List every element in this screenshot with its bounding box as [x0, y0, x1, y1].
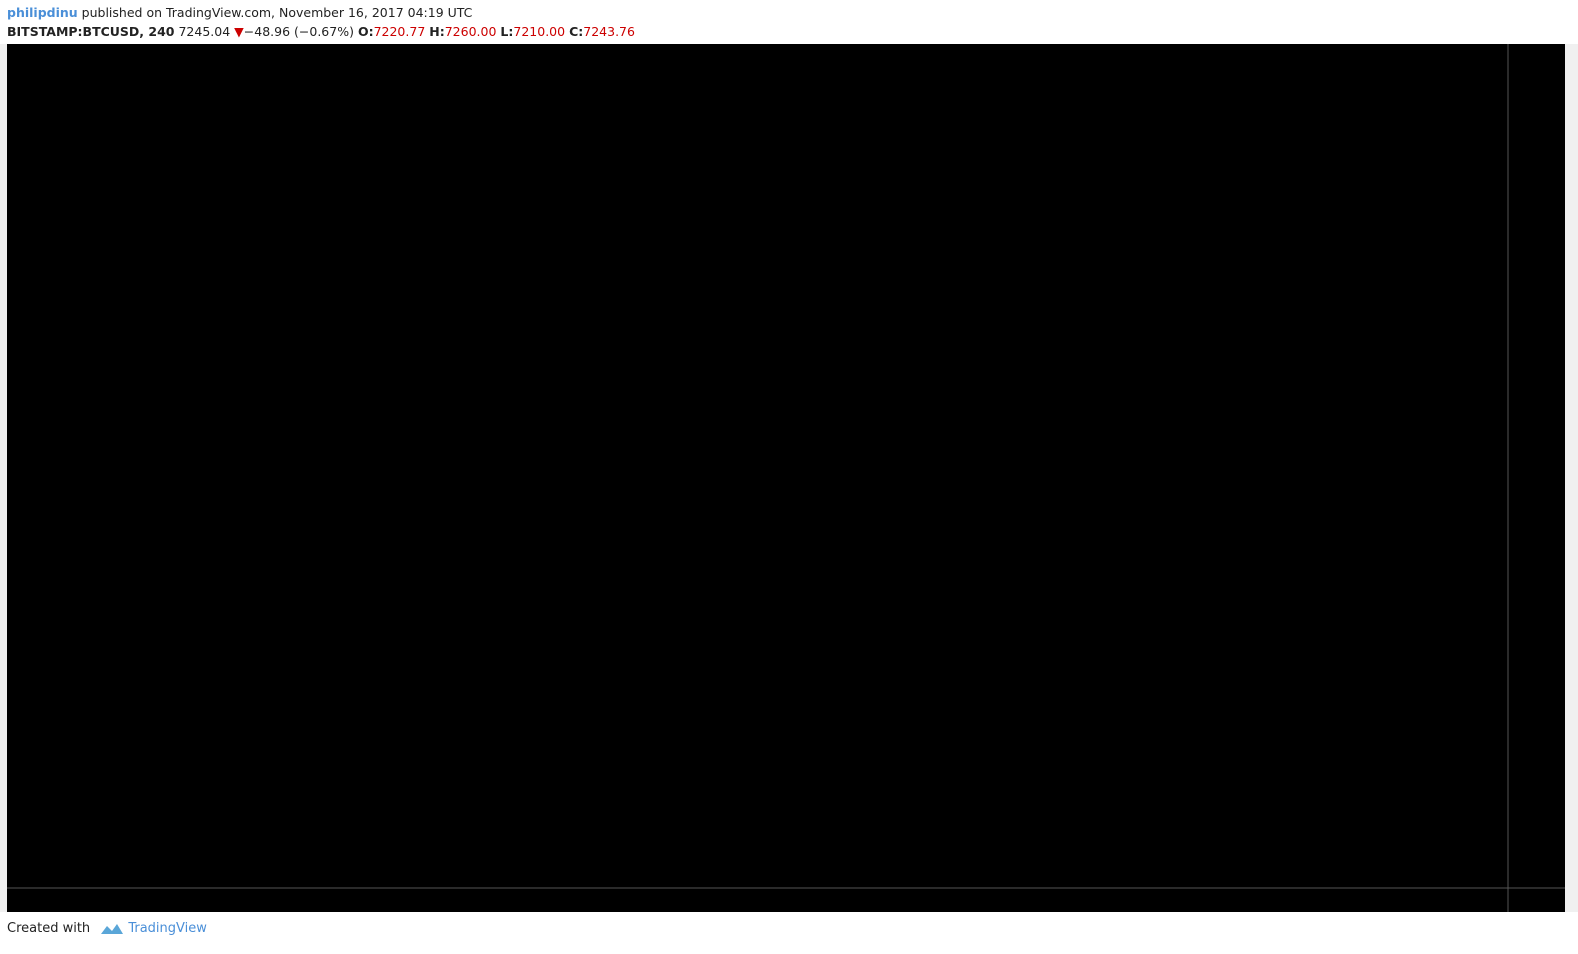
logo	[101, 923, 124, 934]
arrow: ▼	[234, 24, 244, 39]
published: published on TradingView.com, November 1…	[81, 5, 473, 20]
o-label: O:	[357, 24, 374, 39]
price: 7245.04	[178, 24, 231, 39]
high: 7260.00	[444, 24, 497, 39]
quote-line: BITSTAMP:BTCUSD, 240 7245.04 ▼−48.96 (−0…	[7, 22, 635, 41]
open: 7220.77	[373, 24, 426, 39]
publish-line: philipdinu published on TradingView.com,…	[7, 3, 635, 22]
author[interactable]: philipdinu	[7, 5, 78, 20]
l-label: L:	[500, 24, 514, 39]
brand[interactable]: TradingView	[128, 921, 207, 936]
chart-bg	[7, 44, 1565, 912]
low: 7210.00	[513, 24, 566, 39]
header: philipdinu published on TradingView.com,…	[7, 3, 635, 41]
h-label: H:	[429, 24, 445, 39]
change: −48.96 (−0.67%)	[243, 24, 354, 39]
footer: Created with TradingView	[7, 921, 207, 936]
close: 7243.76	[583, 24, 635, 39]
symbol: BITSTAMP:BTCUSD, 240	[7, 24, 175, 39]
created-with: Created with	[7, 921, 91, 936]
c-label: C:	[569, 24, 584, 39]
